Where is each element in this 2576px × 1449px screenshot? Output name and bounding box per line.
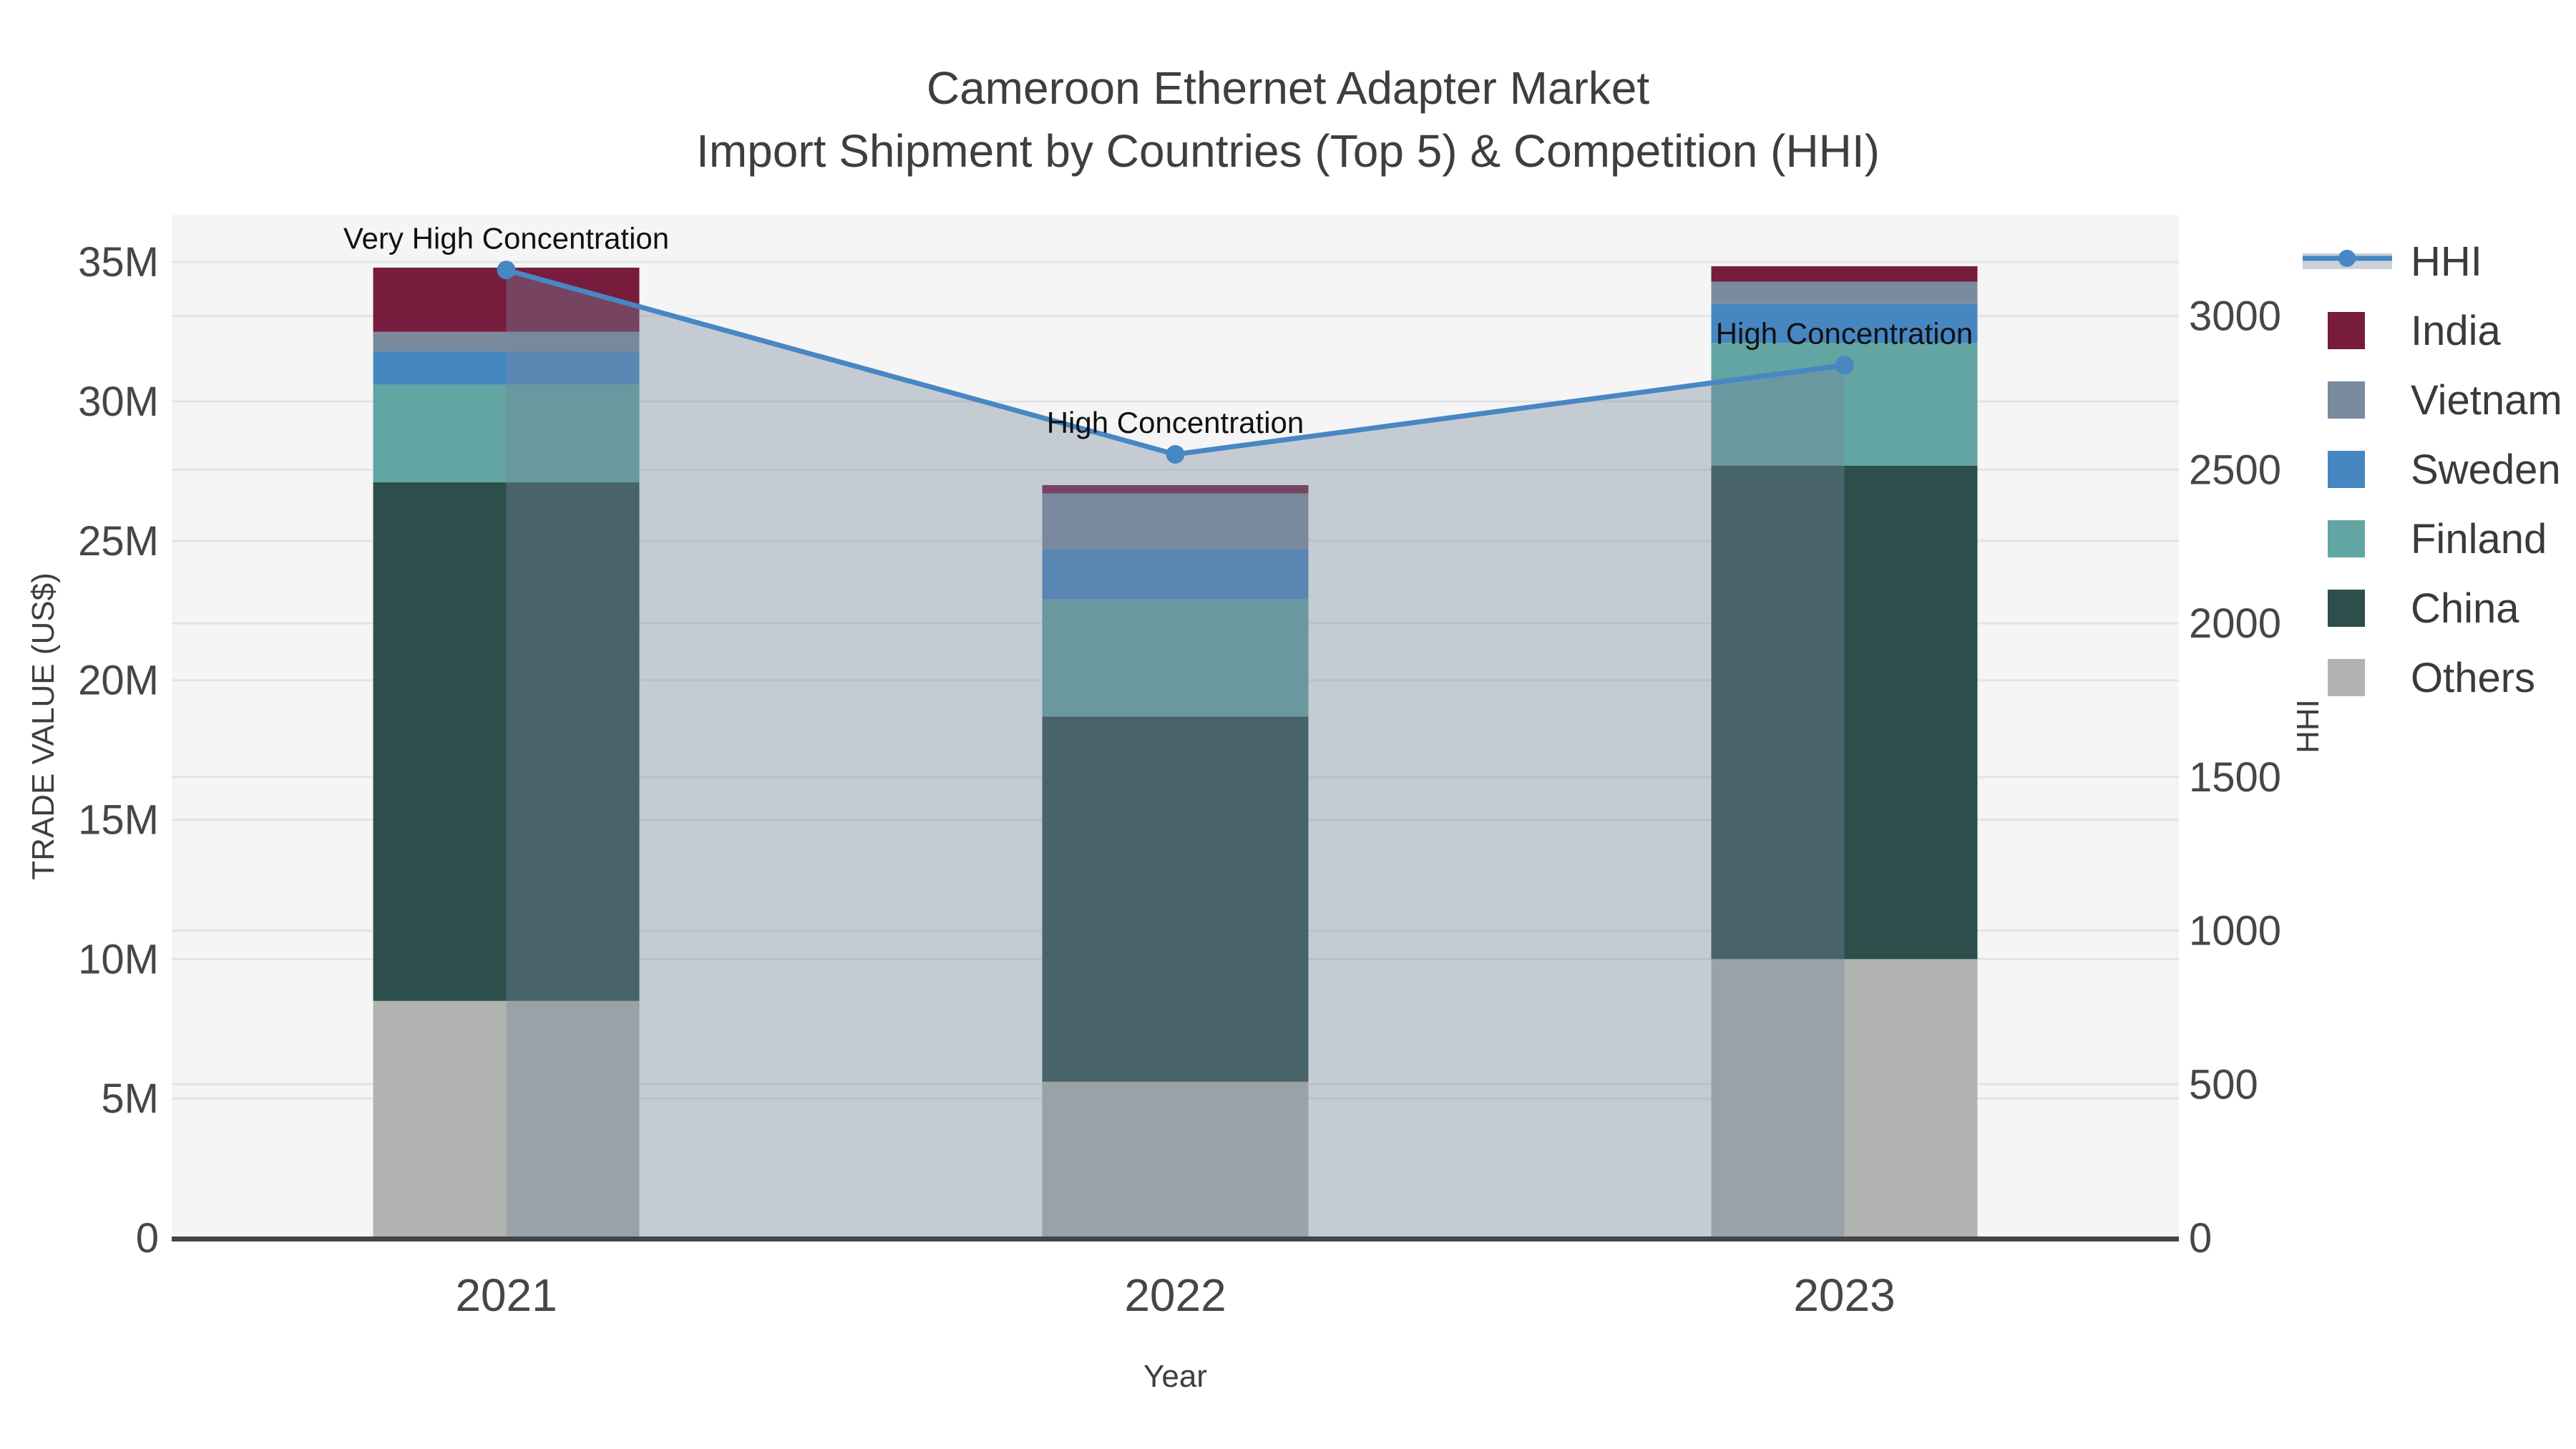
hhi-area-fill — [506, 270, 1845, 1238]
y2-tick-label: 2000 — [2189, 600, 2281, 647]
y1-tick-label: 0 — [136, 1215, 159, 1262]
annotation-2023: High Concentration — [1716, 316, 1974, 350]
x-axis-title: Year — [1143, 1359, 1207, 1394]
legend-swatch-finland — [2328, 520, 2365, 557]
legend-swatch-china — [2328, 590, 2365, 627]
hhi-marker-2021 — [497, 260, 516, 280]
y1-tick-label: 15M — [78, 797, 159, 844]
legend-swatch-vietnam — [2328, 381, 2365, 419]
legend-swatch-sweden — [2328, 451, 2365, 488]
bar-segment-china-2022 — [1042, 716, 1309, 1082]
legend-item-india[interactable]: India — [2328, 308, 2502, 354]
legend-hhi-marker-icon — [2338, 250, 2356, 267]
y2-tick-label: 1000 — [2189, 908, 2281, 955]
bar-segment-sweden-2021 — [373, 351, 640, 385]
annotation-2022: High Concentration — [1047, 406, 1304, 439]
chart-title: Cameroon Ethernet Adapter Market — [926, 62, 1650, 114]
y2-axis-title: HHI — [2290, 699, 2326, 753]
legend-label-sweden: Sweden — [2411, 447, 2561, 493]
bar-segment-sweden-2022 — [1042, 549, 1309, 600]
legend-label-others: Others — [2411, 655, 2535, 701]
hhi-marker-2022 — [1166, 444, 1185, 464]
y1-tick-label: 20M — [78, 658, 159, 704]
legend-label-hhi: HHI — [2411, 238, 2482, 285]
legend-swatch-india — [2328, 312, 2365, 349]
bar-segment-others-2022 — [1042, 1081, 1309, 1238]
legend-swatch-others — [2328, 659, 2365, 696]
bar-segment-others-2023 — [1711, 959, 1978, 1238]
legend-item-finland[interactable]: Finland — [2328, 516, 2547, 562]
legend-item-sweden[interactable]: Sweden — [2328, 447, 2561, 493]
y2-tick-label: 500 — [2189, 1061, 2258, 1108]
bar-segment-india-2023 — [1711, 266, 1978, 282]
y1-tick-label: 30M — [78, 379, 159, 425]
bar-segment-india-2022 — [1042, 484, 1309, 494]
bar-segment-china-2021 — [373, 482, 640, 1001]
x-tick-label-2021: 2021 — [455, 1269, 557, 1321]
y1-tick-label: 25M — [78, 518, 159, 565]
bar-segment-sweden-2023 — [1711, 303, 1978, 343]
x-axis-spine — [172, 1236, 2179, 1241]
bar-segment-vietnam-2021 — [373, 331, 640, 351]
y1-tick-label: 10M — [78, 936, 159, 982]
legend-item-hhi[interactable]: HHI — [2303, 238, 2482, 285]
bar-segment-finland-2021 — [373, 384, 640, 483]
y2-tick-label: 1500 — [2189, 754, 2281, 801]
chart-subtitle: Import Shipment by Countries (Top 5) & C… — [696, 125, 1880, 177]
legend-label-india: India — [2411, 308, 2502, 354]
bar-segment-china-2023 — [1711, 465, 1978, 960]
legend-item-china[interactable]: China — [2328, 585, 2519, 632]
bar-segment-vietnam-2022 — [1042, 493, 1309, 550]
legend-label-china: China — [2411, 585, 2519, 632]
bar-segment-others-2021 — [373, 1000, 640, 1238]
legend-label-vietnam: Vietnam — [2411, 377, 2562, 424]
y1-axis-title: TRADE VALUE (US$) — [26, 572, 61, 880]
x-tick-label-2023: 2023 — [1793, 1269, 1895, 1321]
bar-segment-vietnam-2023 — [1711, 281, 1978, 304]
legend-item-others[interactable]: Others — [2328, 655, 2535, 701]
annotation-2021: Very High Concentration — [343, 221, 669, 255]
y2-tick-label: 3000 — [2189, 293, 2281, 340]
x-tick-label-2022: 2022 — [1124, 1269, 1226, 1321]
hhi-marker-2023 — [1835, 356, 1854, 375]
y2-tick-label: 0 — [2189, 1215, 2212, 1262]
legend-label-finland: Finland — [2411, 516, 2547, 562]
legend-item-vietnam[interactable]: Vietnam — [2328, 377, 2562, 424]
y2-tick-label: 2500 — [2189, 447, 2281, 493]
bar-segment-finland-2022 — [1042, 599, 1309, 717]
y1-tick-label: 5M — [101, 1075, 159, 1122]
y1-tick-label: 35M — [78, 239, 159, 286]
